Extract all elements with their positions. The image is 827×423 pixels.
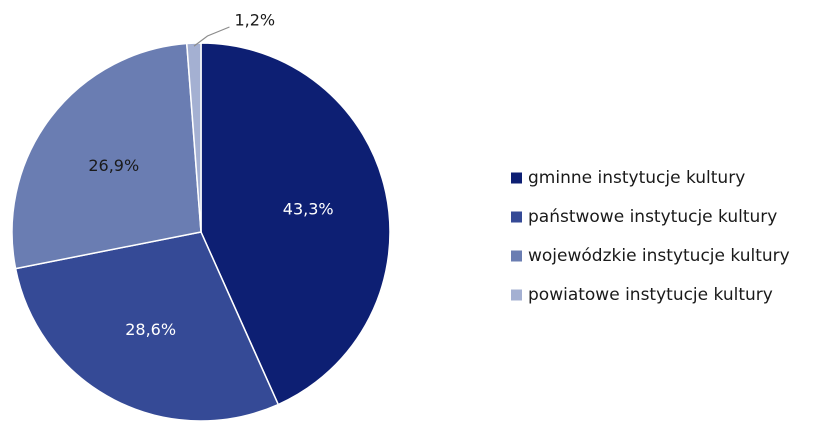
leader-line-powiatowe <box>193 26 230 47</box>
pie-slices <box>11 42 391 422</box>
legend-entry-gminne: gminne instytucje kultury <box>528 168 745 188</box>
slice-label-powiatowe: 1,2% <box>234 11 275 30</box>
legend-entry-powiatowe: powiatowe instytucje kultury <box>528 285 773 305</box>
pie-slice-powiatowe <box>185 42 202 233</box>
legend-swatch-gminne <box>511 172 522 184</box>
legend-entry-panstwowe: państwowe instytucje kultury <box>528 207 777 227</box>
legend-swatch-powiatowe <box>511 289 522 301</box>
slice-labels: 43,3% 28,6% 26,9% 1,2% <box>88 11 333 339</box>
legend-swatch-panstwowe <box>511 211 522 223</box>
pie-slice-gminne <box>200 42 391 406</box>
pie-slice-wojewodzkie <box>11 42 202 270</box>
legend-entry-wojewodzkie: wojewódzkie instytucje kultury <box>528 246 790 266</box>
slice-label-panstwowe: 28,6% <box>125 320 176 339</box>
slice-label-gminne: 43,3% <box>283 200 334 219</box>
pie-slice-panstwowe <box>14 231 280 422</box>
slice-label-wojewodzkie: 26,9% <box>88 156 139 175</box>
legend: gminne instytucje kultury państwowe insty… <box>511 168 790 305</box>
legend-swatch-wojewodzkie <box>511 250 522 262</box>
